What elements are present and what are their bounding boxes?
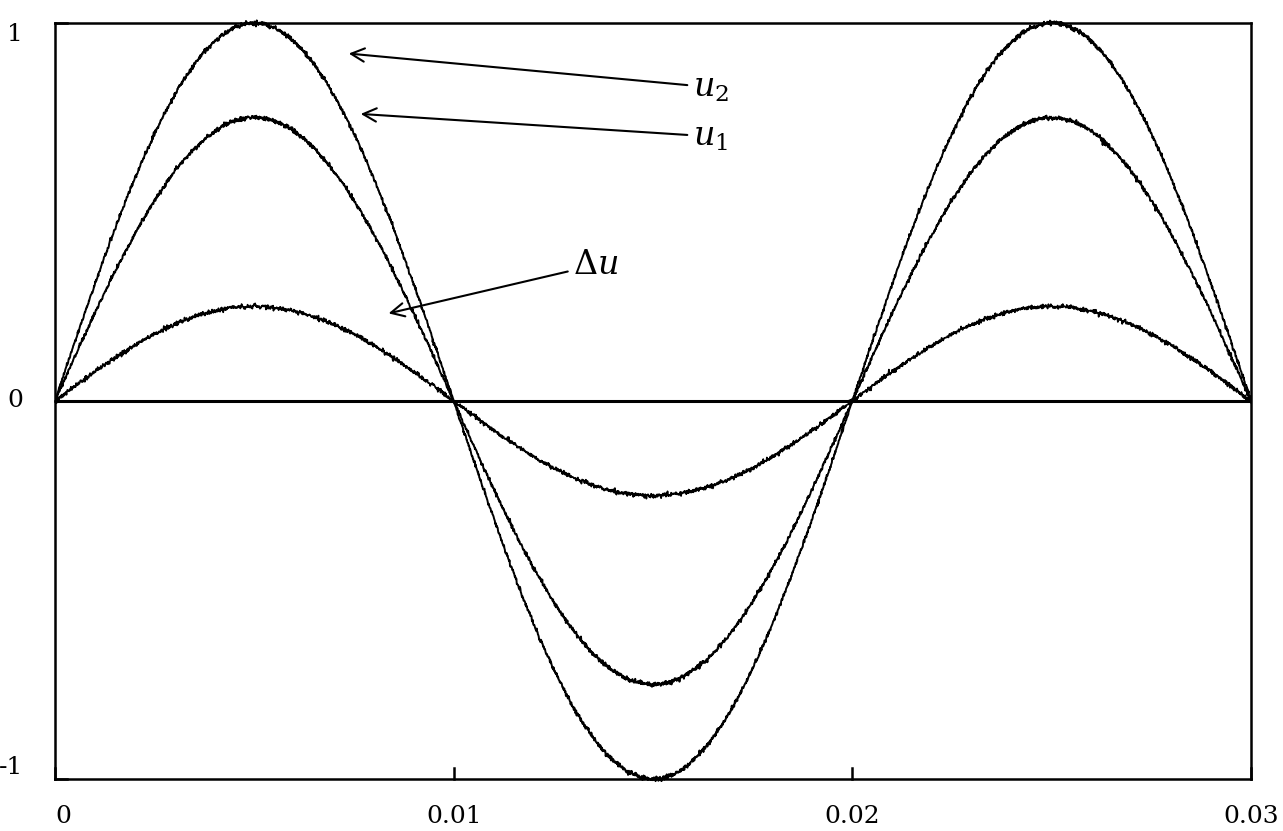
Text: -1: -1 <box>0 756 23 779</box>
Text: $u_1$: $u_1$ <box>363 108 727 153</box>
Text: 0.02: 0.02 <box>825 805 880 829</box>
Text: 0: 0 <box>55 805 71 829</box>
Text: 0.03: 0.03 <box>1223 805 1279 829</box>
Text: $u_2$: $u_2$ <box>352 48 729 104</box>
Text: 0: 0 <box>8 390 23 412</box>
Text: $\Delta u$: $\Delta u$ <box>391 248 618 317</box>
Text: 1: 1 <box>8 23 23 46</box>
Text: 0.01: 0.01 <box>426 805 481 829</box>
